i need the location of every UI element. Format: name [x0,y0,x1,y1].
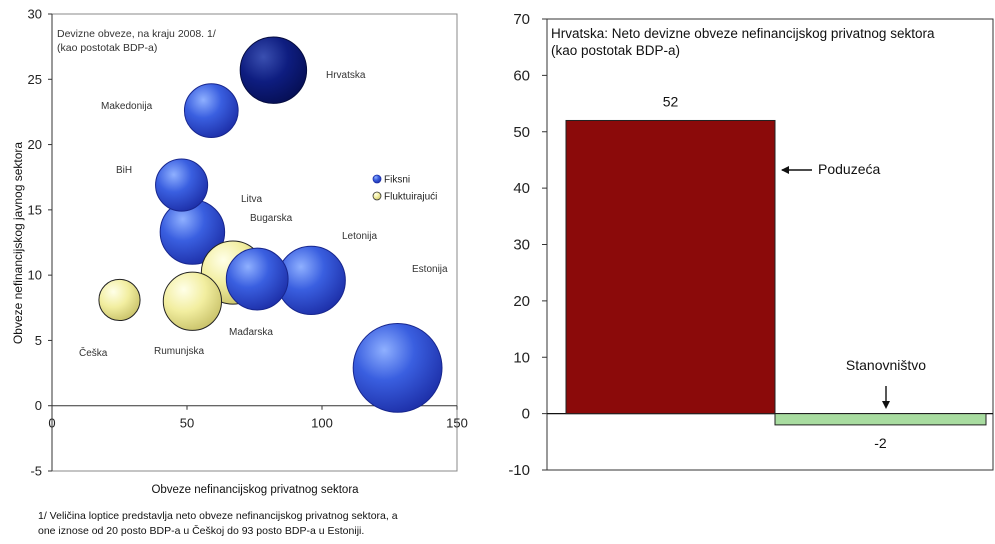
point-label-letonija: Letonija [342,231,377,242]
bubble-y-tick-label: 5 [35,333,42,348]
bar-y-tick-label: 50 [513,124,530,141]
bubble-y-tick-label: 10 [28,268,42,283]
bar-y-tick-label: 60 [513,67,530,84]
bar-y-tick-label: 20 [513,293,530,310]
bubble-bih [155,158,209,212]
bar-marks: 52 -2 [565,93,987,451]
bubble-y-tick-label: 0 [35,398,42,413]
bubble-makedonija [183,83,239,138]
annotation-arrowhead-poduzeca [781,166,789,174]
bubble-point-labels: Hrvatska Makedonija BiH Litva Bugarska Letoni… [79,70,448,359]
bar-y-tick-label: 70 [513,11,530,28]
bubble-chart-title: Devizne obveze, na kraju 2008. 1/ [57,28,216,40]
legend-label-fiksni: Fiksni [384,175,410,186]
bar-y-tick-label: 0 [522,406,530,423]
point-label-estonija: Estonija [412,264,448,275]
bubble-x-tick-label: 0 [48,416,55,431]
point-label-bugarska: Bugarska [250,213,293,224]
bubble-y-tick-label: -5 [30,464,42,479]
footnote-line-1: 1/ Veličina loptice predstavlja neto obv… [38,510,398,522]
bubble-x-tick-label: 100 [311,416,333,431]
annotation-text-stanovnistvo: Stanovništvo [846,357,926,373]
bubble-y-tick-label: 25 [28,72,42,87]
bar-data-label-poduzeca: 52 [663,93,679,109]
bar-stanovnistvo [774,413,987,426]
bubble-x-tick-label: 50 [180,416,194,431]
bar-chart: -10 0 10 20 30 40 50 60 70 52 -2 Hrvatska: Neto d… [508,11,994,479]
point-label-rumunjska: Rumunjska [154,346,204,357]
point-label-hrvatska: Hrvatska [326,70,366,81]
bar-y-tick-label: 30 [513,237,530,254]
bubble-y-tick-label: 20 [28,137,42,152]
bubble-estonija [352,322,443,413]
bubble-x-tick-label: 150 [446,416,468,431]
bubble-chart-subtitle: (kao postotak BDP-a) [57,42,157,54]
footnote-line-2: one iznose od 20 posto BDP-a u Češkoj do… [38,525,365,537]
bar-data-label-stanovnistvo: -2 [874,435,887,451]
point-label-makedonija: Makedonija [101,101,153,112]
legend-swatch-fiksni [372,174,382,184]
bar-chart-subtitle: (kao postotak BDP-a) [551,43,680,58]
bubble-hrvatska [239,36,308,104]
point-label-litva: Litva [241,194,263,205]
bubble-ceska [98,278,141,322]
bubble-y-tick-label: 30 [28,7,42,22]
point-label-bih: BiH [116,165,132,176]
bubble-marks [98,36,443,413]
bubble-chart: -5 0 5 10 15 20 25 30 0 50 100 150 Hrvatska Makedoni… [11,7,468,497]
bubble-litva [225,247,289,311]
bar-y-tick-label: 40 [513,180,530,197]
bar-poduzeca [565,119,776,415]
bubble-x-axis-label: Obveze nefinancijskog privatnog sektora [151,484,359,496]
annotation-poduzeca: Poduzeća [781,161,880,177]
bubble-rumunjska [162,271,223,331]
legend-label-fluktuirajuci: Fluktuirajući [384,192,437,203]
annotation-text-poduzeca: Poduzeća [818,161,880,177]
bar-chart-title: Hrvatska: Neto devizne obveze nefinancij… [551,26,935,41]
legend-swatch-fluktuirajuci [372,191,382,201]
footnote: 1/ Veličina loptice predstavlja neto obv… [38,509,508,539]
bubble-axes: -5 0 5 10 15 20 25 30 0 50 100 150 [28,7,468,479]
bubble-y-tick-label: 15 [28,202,42,217]
point-label-madarska: Mađarska [229,327,273,338]
bubble-y-axis-label: Obveze nefinancijskog javnog sektora [11,142,25,344]
bar-y-tick-label: -10 [508,462,530,479]
annotation-stanovnistvo: Stanovništvo [846,357,926,409]
point-label-ceska: Češka [79,346,108,359]
annotation-arrowhead-stanovnistvo [882,401,890,409]
bubble-legend: Fiksni Fluktuirajući [372,174,437,203]
bar-y-tick-label: 10 [513,349,530,366]
